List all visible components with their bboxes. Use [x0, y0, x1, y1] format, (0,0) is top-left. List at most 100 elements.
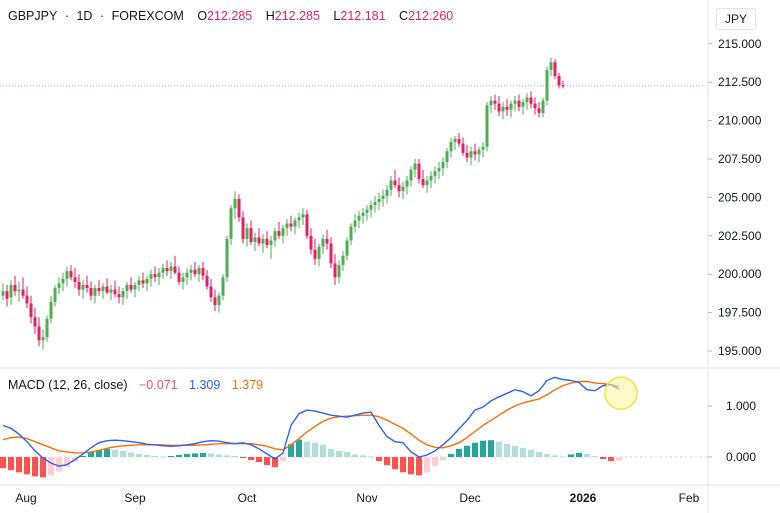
candle-body: [105, 286, 109, 293]
candle-body: [93, 288, 97, 296]
candle-body: [21, 289, 25, 296]
macd-histogram-bar: [440, 457, 446, 461]
price-tick-label: 207.500: [718, 152, 762, 166]
macd-histogram-bar: [376, 457, 382, 462]
candle-body: [177, 272, 181, 282]
macd-histogram-bar: [64, 457, 70, 468]
time-tick-label: Nov: [356, 491, 377, 505]
candle-body: [253, 237, 257, 242]
candle-body: [317, 246, 321, 259]
macd-histogram-bar: [128, 452, 134, 457]
candle-body: [409, 169, 413, 181]
macd-histogram-bar: [528, 449, 534, 457]
macd-histogram-bar: [200, 452, 206, 457]
macd-histogram-bar: [16, 457, 22, 473]
candle-body: [97, 288, 101, 292]
candle-body: [553, 62, 557, 77]
macd-histogram-bar: [608, 457, 614, 462]
candle-body: [69, 271, 73, 278]
candle-body: [489, 100, 493, 106]
candle-body: [533, 103, 537, 109]
candle-body: [365, 209, 369, 213]
candle-body: [257, 237, 261, 244]
macd-histogram-bar: [312, 442, 318, 457]
macd-histogram-bar: [536, 451, 542, 457]
candle-body: [277, 231, 281, 236]
candle-body: [233, 198, 237, 209]
candle-body: [13, 284, 17, 292]
macd-legend[interactable]: MACD (12, 26, close) −0.071 1.309 1.379: [8, 378, 267, 392]
macd-title: MACD (12, 26, close): [8, 378, 128, 392]
exchange[interactable]: FOREXCOM: [111, 9, 184, 23]
macd-line-value: 1.309: [189, 378, 221, 392]
candle-body: [313, 249, 317, 259]
candle-body: [545, 69, 549, 101]
candle-body: [437, 168, 441, 172]
candle-body: [261, 238, 265, 244]
macd-histogram-bar: [464, 445, 470, 457]
candle-body: [209, 286, 213, 298]
macd-histogram-bar: [552, 455, 558, 457]
candle-body: [473, 151, 477, 155]
candle-body: [517, 100, 521, 107]
candle-body: [89, 288, 93, 296]
candle-body: [525, 97, 529, 103]
candle-body: [169, 266, 173, 272]
candle-body: [357, 215, 361, 221]
macd-histogram-bar: [496, 441, 502, 457]
macd-histogram-bar: [520, 447, 526, 457]
macd-histogram-bar: [416, 457, 422, 476]
macd-histogram-bar: [368, 456, 374, 458]
candle-body: [333, 263, 337, 278]
candle-body: [493, 100, 497, 104]
candle-body: [33, 317, 37, 327]
ohlc-legend: GBPJPY · 1D · FOREXCOM O212.285 H212.285…: [8, 9, 463, 23]
macd-histogram-bar: [304, 441, 310, 457]
candle-body: [137, 280, 141, 285]
interval[interactable]: 1D: [76, 9, 93, 23]
macd-histogram-bar: [488, 440, 494, 457]
macd-histogram-bar: [576, 452, 582, 457]
candle-body: [61, 278, 65, 284]
candle-body: [221, 277, 225, 296]
macd-histogram-bar: [352, 454, 358, 457]
candle-body: [381, 195, 385, 199]
candle-body: [241, 217, 245, 239]
macd-histogram-bar: [392, 457, 398, 470]
macd-histogram-bar: [472, 442, 478, 457]
macd-tick-label: 1.000: [726, 399, 756, 413]
candle-body: [265, 238, 269, 246]
candle-body: [401, 186, 405, 192]
symbol[interactable]: GBPJPY: [8, 9, 58, 23]
macd-histogram-bar: [448, 453, 454, 457]
candle-body: [117, 294, 121, 298]
candle-body: [189, 269, 193, 273]
macd-histogram-bar: [384, 457, 390, 466]
candle-body: [73, 277, 77, 282]
candle-body: [393, 180, 397, 186]
macd-histogram-bar: [568, 454, 574, 457]
candle-body: [389, 180, 393, 190]
macd-histogram-bar: [56, 457, 62, 472]
close-label: C: [399, 9, 409, 23]
candle-body: [157, 272, 161, 278]
candle-body: [125, 284, 129, 292]
macd-histogram-bar: [32, 457, 38, 477]
candle-body: [501, 106, 505, 112]
candle-body: [45, 318, 49, 338]
candle-body: [149, 274, 153, 279]
candle-body: [329, 243, 333, 264]
candle-body: [273, 231, 277, 241]
candle-body: [385, 189, 389, 196]
macd-histogram-bar: [272, 457, 278, 468]
macd-histogram-bar: [240, 457, 246, 459]
candle-body: [293, 220, 297, 227]
candle-body: [193, 269, 197, 275]
currency-unit-button[interactable]: JPY: [716, 8, 756, 30]
candle-body: [425, 180, 429, 186]
candle-body: [173, 266, 177, 273]
candle-body: [37, 326, 41, 341]
macd-histogram-bar: [424, 457, 430, 473]
